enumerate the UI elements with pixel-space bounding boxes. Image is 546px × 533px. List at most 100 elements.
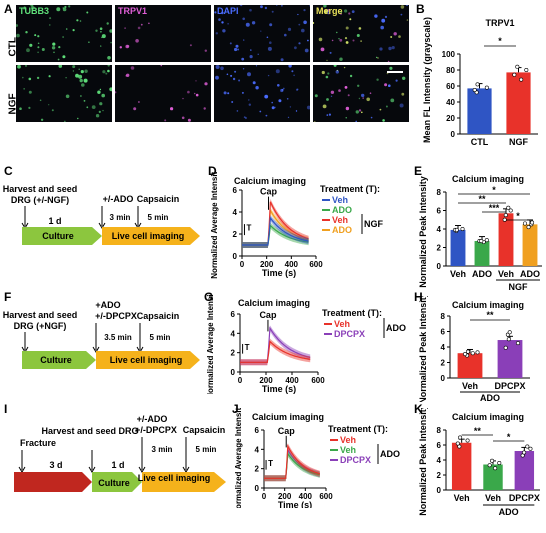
data-point xyxy=(472,88,477,93)
legend-entry: DPCPX xyxy=(340,455,371,465)
data-point xyxy=(506,205,511,210)
data-point xyxy=(530,220,535,225)
micrograph-title-trpv1: TRPV1 xyxy=(118,6,148,16)
ytick-label: 80 xyxy=(446,66,455,75)
legend-entry: ADO xyxy=(332,205,352,215)
data-point xyxy=(515,64,520,69)
ytick-label: 2 xyxy=(437,471,442,480)
ytick-label: 4 xyxy=(231,329,236,338)
xtick-label: 600 xyxy=(311,376,325,385)
bar xyxy=(450,229,466,266)
svg-D-xlabel: Time (s) xyxy=(262,268,296,278)
legend-entry: DPCPX xyxy=(334,329,365,339)
data-point xyxy=(525,444,530,449)
data-point xyxy=(493,466,498,471)
chart-k-ylabel: Normalized Peak Intensity xyxy=(418,408,428,516)
svg-G-legend-title: Treatment (T): xyxy=(322,308,382,318)
timeline-c-3min: 3 min xyxy=(110,213,131,222)
capsaicin-marker: Cap xyxy=(260,186,278,196)
ytick-label: 100 xyxy=(442,50,456,59)
data-point xyxy=(502,217,507,222)
data-point xyxy=(455,441,460,446)
svg-J-ylabel: Normalized Average Intensity xyxy=(234,408,243,508)
data-point xyxy=(512,72,517,77)
significance-marker: *** xyxy=(489,203,500,213)
ytick-label: 6 xyxy=(233,186,238,195)
ytick-label: 4 xyxy=(437,456,442,465)
timeline-c-harvest: Harvest and seed xyxy=(3,184,78,194)
ytick-label: 0 xyxy=(441,374,446,383)
ytick-label: 4 xyxy=(437,225,442,234)
significance-marker: ** xyxy=(478,194,486,204)
xtick-label: 0 xyxy=(262,492,267,501)
timeline-c-1d: 1 d xyxy=(48,216,61,226)
micrograph-ctl-merge: Merge xyxy=(313,5,409,62)
ytick-label: 0 xyxy=(233,252,238,261)
panel-label-i: I xyxy=(4,402,8,416)
category-label: ADO xyxy=(520,269,540,279)
svg-G-xlabel: Time (s) xyxy=(262,384,296,394)
panel-label-f: F xyxy=(4,290,12,304)
chart-e-ylabel: Normalized Peak Intensity xyxy=(418,176,428,288)
capsaicin-marker: Cap xyxy=(278,426,296,436)
ytick-label: 8 xyxy=(437,426,442,435)
significance-marker: ** xyxy=(474,426,482,436)
significance-marker: ** xyxy=(486,310,494,320)
micrograph-ctl-dapi: DAPI xyxy=(214,5,310,62)
svg-J-legend-title: Treatment (T): xyxy=(328,424,388,434)
timeline-i: Fracture 3 d Harvest and seed DRG 1 d +/… xyxy=(14,414,226,492)
legend-entry: Veh xyxy=(332,195,348,205)
legend-entry: Veh xyxy=(340,435,356,445)
chart-h: Calcium imaging Normalized Peak Intensity… xyxy=(418,296,530,402)
series-line xyxy=(242,216,309,246)
timeline-c-cap: Capsaicin xyxy=(137,194,180,204)
data-point xyxy=(516,341,521,346)
category-label: DPCPX xyxy=(509,493,540,503)
panel-label-b: B xyxy=(416,2,425,16)
data-point xyxy=(526,225,531,230)
timeline-i-culture: Culture xyxy=(98,478,130,488)
treatment-marker: T xyxy=(246,224,251,233)
data-point xyxy=(522,221,527,226)
timeline-i-harvest: Harvest and seed DRG xyxy=(41,426,138,436)
data-point xyxy=(458,435,463,440)
timeline-c-drg: DRG (+/-NGF) xyxy=(11,195,69,205)
category-label: Veh xyxy=(450,269,466,279)
scale-bar xyxy=(387,71,403,73)
panel-label-e: E xyxy=(414,164,423,178)
timeline-c: Harvest and seed DRG (+/-NGF) 1 d +/-ADO… xyxy=(3,184,200,245)
chart-h-group: ADO xyxy=(480,393,500,402)
data-point xyxy=(524,67,529,72)
timeline-f: Harvest and seed DRG (+NGF) +ADO +/-DPCP… xyxy=(3,300,200,369)
ytick-label: 8 xyxy=(437,188,442,197)
category-label: NGF xyxy=(509,137,529,147)
timeline-c-culture: Culture xyxy=(42,231,74,241)
svg-G-group: ADO xyxy=(386,323,406,333)
chart-k-title: Calcium imaging xyxy=(452,412,524,422)
ytick-label: 2 xyxy=(437,244,442,253)
legend-entry: Veh xyxy=(340,445,356,455)
timeline-f-ado: +ADO xyxy=(95,300,120,310)
data-point xyxy=(497,460,502,465)
data-point xyxy=(503,213,508,218)
chart-e-group: NGF xyxy=(509,282,529,292)
ytick-label: 6 xyxy=(437,207,442,216)
data-point xyxy=(465,438,470,443)
treatment-marker: T xyxy=(245,343,250,352)
chart-b: TRPV1 Mean FL Intensity (grayscale) * 0 2… xyxy=(422,17,538,147)
timeline-i-cap: Capsaicin xyxy=(183,425,226,435)
svg-D-group: NGF xyxy=(364,219,384,229)
timeline-i-3d: 3 d xyxy=(49,460,62,470)
data-point xyxy=(463,351,468,356)
bar xyxy=(467,88,492,134)
series-line xyxy=(240,340,311,363)
micrograph-title-dapi: DAPI xyxy=(217,6,239,16)
bar xyxy=(451,442,472,490)
timeline-f-dpcpx: +/-DPCPX xyxy=(95,311,137,321)
data-point xyxy=(484,238,489,243)
data-point xyxy=(484,85,489,90)
ytick-label: 4 xyxy=(255,445,260,454)
xtick-label: 200 xyxy=(260,260,274,269)
chart-k-group: ADO xyxy=(499,507,519,517)
timeline-f-live: Live cell imaging xyxy=(110,355,183,365)
